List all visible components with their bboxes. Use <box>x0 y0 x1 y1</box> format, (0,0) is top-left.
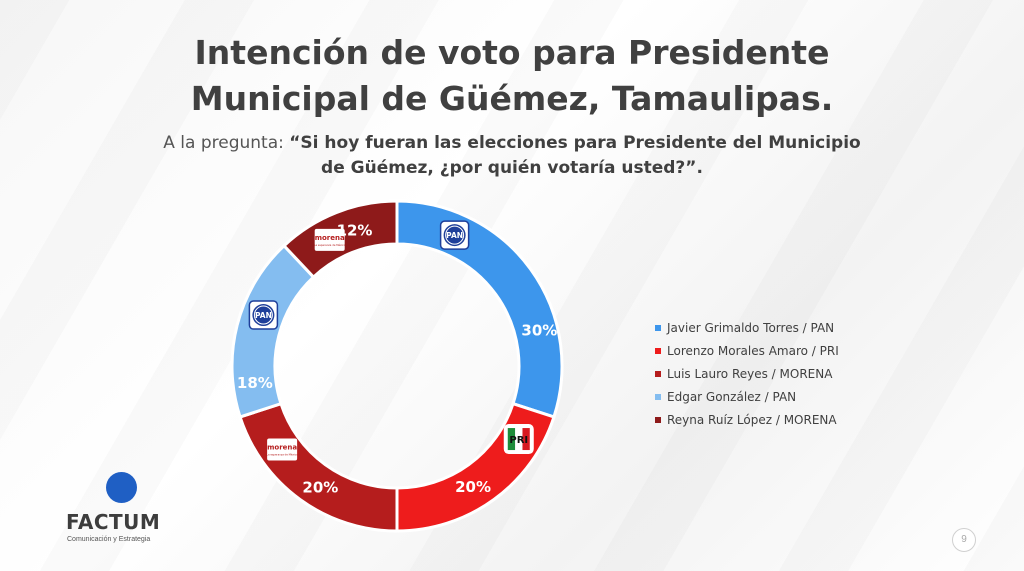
slice-value-label-1: 30% <box>521 321 557 339</box>
slice-value-label-2: 20% <box>455 478 491 496</box>
legend-label-4: Edgar González / PAN <box>667 389 797 404</box>
logo-dot <box>106 472 137 503</box>
subtitle-quote-line-2: de Güémez, ¿por quién votaría usted?”. <box>321 158 703 178</box>
legend-item-4: Edgar González / PAN <box>655 385 839 408</box>
legend-swatch-2 <box>655 347 661 354</box>
slice-value-label-3: 20% <box>302 479 338 497</box>
legend-label-1: Javier Grimaldo Torres / PAN <box>667 320 835 335</box>
slice-value-label-5: 12% <box>337 221 373 239</box>
subtitle-prefix: A la pregunta: <box>163 133 290 153</box>
pan-logo-1: PAN <box>439 220 470 250</box>
title-line-1: Intención de voto para Presidente <box>194 33 830 72</box>
legend-swatch-3 <box>655 370 661 377</box>
legend-item-5: Reyna Ruíz López / MORENA <box>655 408 839 431</box>
svg-text:morena: morena <box>267 443 297 451</box>
svg-text:PRI: PRI <box>509 435 528 446</box>
donut-slice-lorenzo-morales-amaro-pri <box>395 401 556 533</box>
svg-text:La esperanza de México: La esperanza de México <box>266 452 298 456</box>
page-number: 9 <box>952 528 976 552</box>
svg-text:PAN: PAN <box>446 231 463 240</box>
slice-value-label-4: 18% <box>237 374 273 392</box>
logo-wordmark: FACTUM <box>66 510 161 534</box>
logo-tagline: Comunicación y Estrategia <box>67 536 151 543</box>
legend-label-5: Reyna Ruíz López / MORENA <box>667 412 837 427</box>
legend-label-2: Lorenzo Morales Amaro / PRI <box>667 343 839 358</box>
svg-text:morena: morena <box>315 234 345 242</box>
legend-swatch-5 <box>655 416 661 423</box>
legend-item-3: Luis Lauro Reyes / MORENA <box>655 362 839 385</box>
legend-item-2: Lorenzo Morales Amaro / PRI <box>655 339 839 362</box>
donut-slice-javier-grimaldo-torres-pan <box>395 199 564 419</box>
pri-logo-2: PRI <box>503 424 534 455</box>
svg-text:La esperanza de México: La esperanza de México <box>314 243 346 247</box>
legend-label-3: Luis Lauro Reyes / MORENA <box>667 366 833 381</box>
subtitle-quote-line-1: “Si hoy fueran las elecciones para Presi… <box>289 133 861 153</box>
subtitle-line-1: A la pregunta: “Si hoy fueran las elecci… <box>0 131 1024 156</box>
chart-legend: Javier Grimaldo Torres / PAN Lorenzo Mora… <box>655 316 839 431</box>
svg-text:PAN: PAN <box>255 311 272 320</box>
question-subtitle: A la pregunta: “Si hoy fueran las elecci… <box>0 131 1024 181</box>
title-line-2: Municipal de Güémez, Tamaulipas. <box>190 79 834 118</box>
pan-logo-4: PAN <box>248 300 279 330</box>
legend-swatch-1 <box>655 324 661 331</box>
page-title: Intención de voto para Presidente Munici… <box>0 30 1024 122</box>
donut-slice-luis-lauro-reyes-morena <box>238 401 399 533</box>
legend-item-1: Javier Grimaldo Torres / PAN <box>655 316 839 339</box>
legend-swatch-4 <box>655 393 661 400</box>
